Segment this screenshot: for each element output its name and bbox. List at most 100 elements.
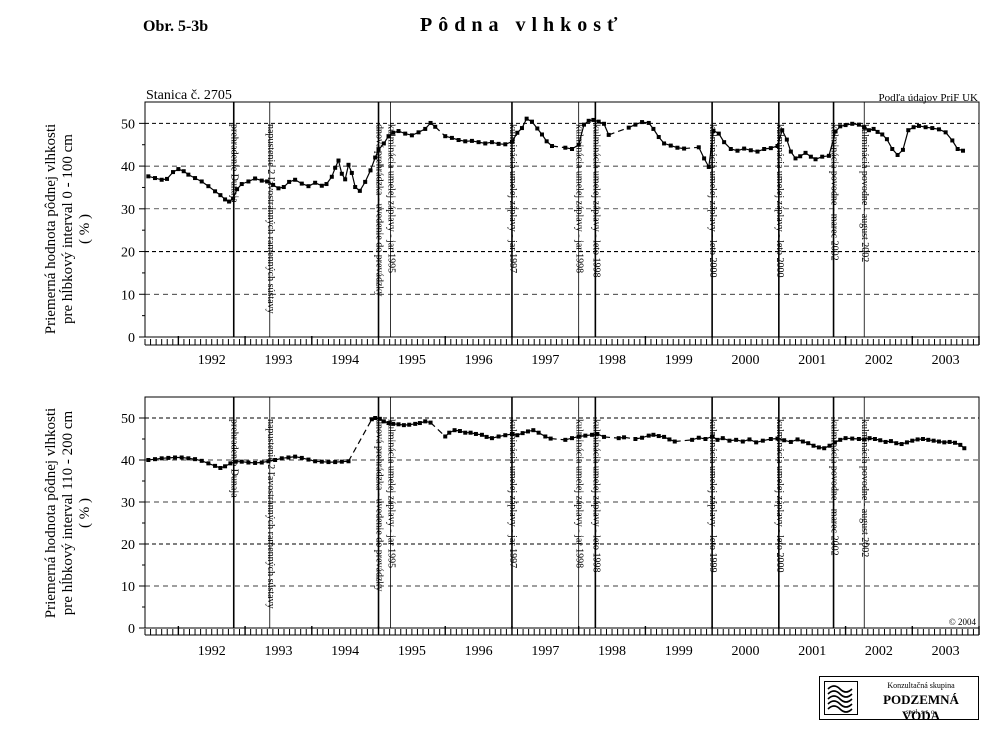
data-point	[447, 430, 452, 435]
data-point	[165, 176, 170, 181]
data-point	[218, 465, 223, 470]
data-point	[602, 121, 607, 126]
data-point	[509, 431, 514, 436]
data-point	[943, 130, 948, 135]
data-point	[867, 436, 872, 441]
data-point	[920, 437, 925, 441]
data-point	[780, 128, 785, 133]
data-point	[827, 443, 832, 448]
data-point	[640, 120, 645, 125]
data-point	[413, 421, 418, 426]
data-point	[668, 143, 673, 148]
data-point	[826, 153, 831, 158]
data-point	[703, 437, 708, 441]
event-label: kulminácia umelej záplavy - jar 1995	[386, 419, 397, 568]
data-point	[339, 459, 344, 464]
event-label: kulminácia umelej záplavy - leto 1999	[707, 419, 718, 573]
data-point	[536, 430, 541, 435]
data-point	[936, 127, 941, 132]
data-point	[153, 176, 158, 181]
event-label: kulminácia povodne - august 2002	[859, 419, 870, 557]
data-point	[306, 184, 311, 189]
x-tick-label: 1993	[264, 644, 292, 659]
event-label: napustenie 2 ľavostranných ramenných sús…	[265, 419, 276, 609]
data-point	[228, 461, 233, 466]
data-point	[651, 432, 656, 437]
data-point	[662, 434, 667, 439]
data-point	[862, 437, 867, 442]
data-point	[711, 128, 716, 133]
data-point	[640, 435, 645, 440]
data-point	[176, 167, 181, 172]
series-gap-connector	[608, 127, 629, 136]
data-point	[947, 439, 952, 444]
data-point	[407, 422, 412, 427]
data-point	[369, 417, 374, 422]
data-point	[856, 122, 861, 127]
data-point	[373, 155, 378, 160]
data-point	[955, 147, 960, 151]
data-point	[775, 436, 780, 441]
data-point	[710, 434, 715, 439]
data-point	[866, 128, 871, 133]
data-point	[690, 437, 695, 442]
data-point	[396, 129, 401, 134]
data-point	[894, 441, 899, 446]
data-point	[363, 179, 368, 184]
y-tick-label: 0	[128, 622, 135, 637]
data-point	[570, 147, 575, 151]
y-tick-label: 50	[121, 412, 135, 427]
data-point	[904, 440, 909, 445]
data-point	[899, 442, 904, 447]
series-gap-connector	[430, 422, 446, 437]
data-point	[476, 140, 481, 145]
data-point	[281, 185, 286, 190]
data-point	[633, 122, 638, 127]
event-label: kulminácia umelej záplavy - leto 2000	[774, 124, 785, 278]
data-point	[239, 459, 244, 464]
x-tick-label: 2001	[798, 644, 826, 659]
series-gap-connector	[550, 437, 566, 441]
data-point	[423, 126, 428, 131]
data-point	[675, 145, 680, 150]
data-point	[735, 148, 740, 153]
event-label: kulminácia povodne - marec 2002	[829, 419, 840, 556]
data-point	[646, 433, 651, 438]
data-point	[656, 135, 661, 140]
data-point	[706, 164, 711, 169]
data-point	[800, 439, 805, 444]
data-point	[563, 145, 568, 150]
y-tick-label: 30	[121, 496, 135, 511]
data-point	[747, 437, 752, 442]
data-point	[595, 431, 600, 436]
data-point	[895, 152, 900, 157]
data-point	[838, 124, 843, 129]
y-tick-label: 20	[121, 538, 135, 553]
data-point	[416, 130, 421, 135]
data-point	[246, 460, 251, 465]
data-point	[403, 131, 408, 136]
data-point	[768, 146, 773, 151]
data-point	[443, 434, 448, 439]
data-point	[171, 170, 176, 175]
data-point	[286, 455, 291, 460]
data-point	[146, 174, 151, 179]
data-point	[740, 439, 745, 444]
data-point	[368, 168, 373, 173]
data-point	[942, 440, 947, 445]
data-point	[483, 141, 488, 146]
data-point	[324, 182, 329, 187]
data-point	[333, 165, 338, 170]
data-point	[469, 138, 474, 143]
data-point	[656, 434, 661, 439]
series-line	[628, 121, 685, 150]
data-point	[218, 193, 223, 198]
data-point	[271, 182, 276, 187]
data-point	[862, 125, 867, 130]
x-tick-label: 1999	[665, 353, 693, 368]
data-point	[377, 416, 382, 421]
series-gap-connector	[551, 145, 566, 149]
data-point	[259, 178, 264, 183]
data-point	[223, 464, 228, 469]
